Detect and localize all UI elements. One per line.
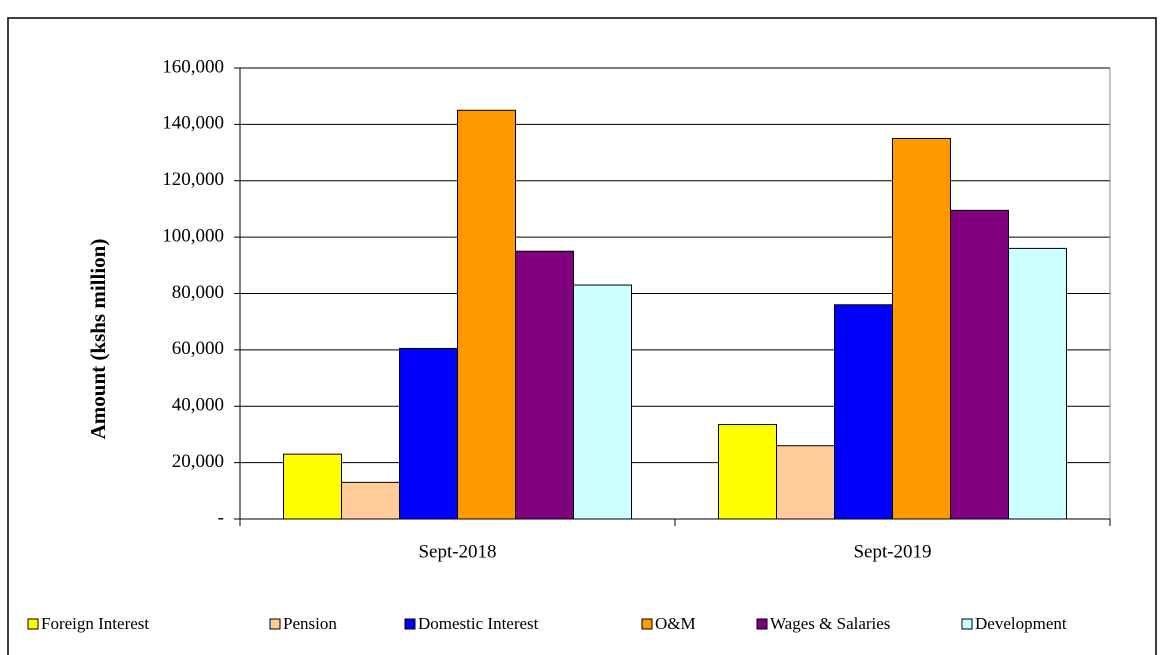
x-tick-label: Sept-2018 bbox=[418, 541, 496, 562]
y-tick-label: 80,000 bbox=[172, 282, 224, 303]
legend-label: Domestic Interest bbox=[418, 614, 539, 633]
bar bbox=[776, 445, 835, 520]
bar bbox=[457, 109, 516, 520]
bar bbox=[1008, 247, 1067, 520]
y-tick-label: 160,000 bbox=[162, 56, 224, 77]
y-tick-label: 140,000 bbox=[162, 113, 224, 134]
bar bbox=[283, 453, 342, 520]
legend-swatch bbox=[961, 618, 973, 630]
legend-swatch bbox=[27, 618, 39, 630]
legend-label: Pension bbox=[283, 614, 337, 633]
y-tick-label: 60,000 bbox=[172, 338, 224, 359]
bar bbox=[399, 347, 458, 520]
bar bbox=[892, 137, 951, 520]
y-tick-label: - bbox=[218, 507, 224, 528]
y-tick-label: 120,000 bbox=[162, 169, 224, 190]
legend-label: Wages & Salaries bbox=[770, 614, 890, 633]
y-tick-label: 20,000 bbox=[172, 451, 224, 472]
legend-label: Foreign Interest bbox=[41, 614, 149, 633]
bar bbox=[341, 481, 400, 520]
bar bbox=[950, 209, 1009, 520]
legend-swatch bbox=[404, 618, 416, 630]
legend-label: Development bbox=[975, 614, 1067, 633]
bar bbox=[515, 250, 574, 520]
legend-swatch bbox=[641, 618, 653, 630]
bar bbox=[573, 284, 632, 520]
x-tick-label: Sept-2019 bbox=[853, 541, 931, 562]
legend-label: O&M bbox=[655, 614, 696, 633]
bar bbox=[834, 304, 893, 520]
y-tick-label: 100,000 bbox=[162, 225, 224, 246]
legend-swatch bbox=[756, 618, 768, 630]
bar bbox=[718, 424, 777, 520]
y-tick-label: 40,000 bbox=[172, 395, 224, 416]
legend-swatch bbox=[269, 618, 281, 630]
y-axis-label: Amount (kshs million) bbox=[86, 239, 110, 440]
